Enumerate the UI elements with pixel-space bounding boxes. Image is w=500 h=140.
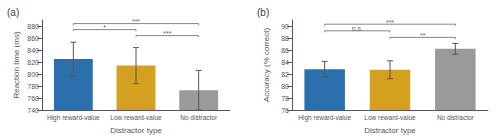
svg-text:780: 780 <box>27 83 39 90</box>
svg-text:90: 90 <box>281 23 289 30</box>
svg-text:86: 86 <box>281 47 289 54</box>
svg-text:80: 80 <box>281 83 289 90</box>
svg-text:Accuracy (% correct): Accuracy (% correct) <box>262 28 271 103</box>
svg-text:High reward-value: High reward-value <box>298 114 351 122</box>
svg-text:***: *** <box>163 30 171 37</box>
svg-text:***: *** <box>386 19 394 26</box>
svg-text:Distractor type: Distractor type <box>110 126 162 135</box>
svg-text:88: 88 <box>281 35 289 42</box>
svg-text:(a): (a) <box>7 7 19 18</box>
svg-text:High reward-value: High reward-value <box>47 114 100 122</box>
svg-text:Low reward-value: Low reward-value <box>110 114 162 121</box>
svg-text:**: ** <box>420 32 426 39</box>
svg-text:(b): (b) <box>257 7 269 18</box>
svg-text:n.s.: n.s. <box>352 25 363 32</box>
svg-text:82: 82 <box>281 71 289 78</box>
svg-text:84: 84 <box>281 59 289 66</box>
svg-text:Distractor type: Distractor type <box>364 126 416 135</box>
svg-text:860: 860 <box>27 35 39 42</box>
svg-text:740: 740 <box>27 107 39 114</box>
svg-text:78: 78 <box>281 95 289 102</box>
svg-text:Low reward-value: Low reward-value <box>364 114 416 121</box>
svg-text:No distractor: No distractor <box>437 114 475 121</box>
svg-text:***: *** <box>132 18 140 25</box>
svg-text:76: 76 <box>281 107 289 114</box>
svg-text:800: 800 <box>27 71 39 78</box>
svg-text:No distractor: No distractor <box>180 114 218 121</box>
svg-text:880: 880 <box>27 23 39 30</box>
svg-text:760: 760 <box>27 95 39 102</box>
svg-text:820: 820 <box>27 59 39 66</box>
svg-text:*: * <box>103 24 106 31</box>
svg-text:Reaction time (ms): Reaction time (ms) <box>12 31 21 98</box>
svg-text:840: 840 <box>27 47 39 54</box>
